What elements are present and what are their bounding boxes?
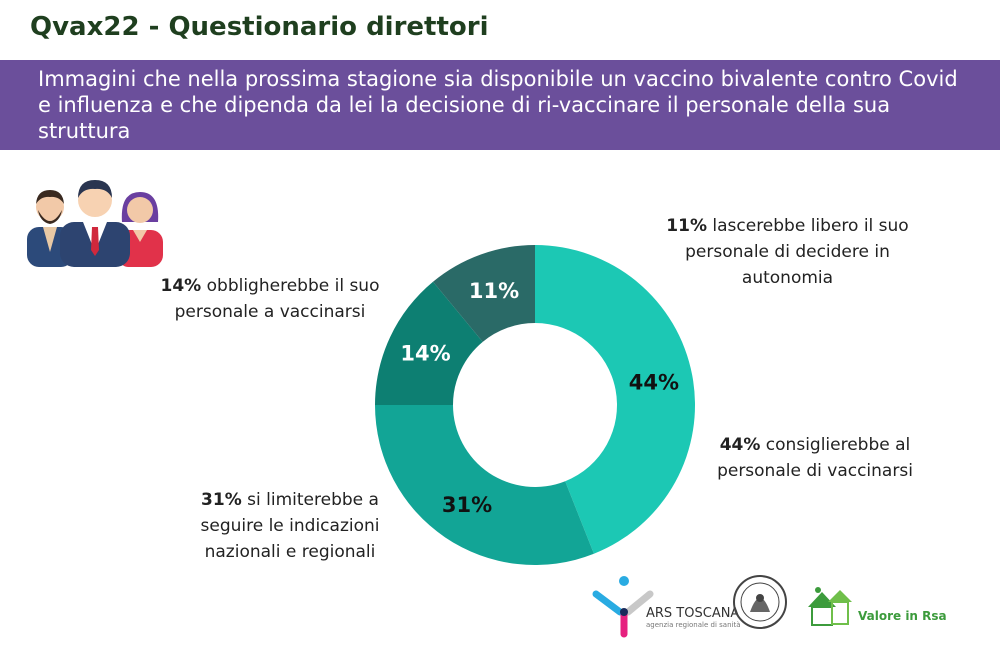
logos: ARS TOSCANA agenzia regionale di sanità …	[592, 575, 947, 638]
question-text: Immagini che nella prossima stagione sia…	[38, 67, 958, 143]
donut-data-label-0: 44%	[629, 370, 679, 394]
university-seal-icon	[733, 575, 787, 629]
label-14: 14% obbligherebbe il suo personale a vac…	[160, 276, 380, 322]
page-title: Qvax22 - Questionario direttori	[30, 12, 489, 42]
donut-data-label-3: 11%	[469, 279, 519, 303]
label-31: 31% si limiterebbe a seguire le indicazi…	[200, 490, 380, 562]
valore-text: Valore in Rsa	[858, 609, 947, 623]
donut-slice-3	[433, 245, 535, 342]
donut-chart: 44% 31% 14% 11%	[375, 245, 695, 566]
ars-subtitle: agenzia regionale di sanità	[646, 621, 740, 629]
donut-data-label-1: 31%	[442, 493, 492, 517]
ars-toscana-logo: ARS TOSCANA agenzia regionale di sanità	[592, 576, 740, 638]
valore-in-rsa-logo: Valore in Rsa	[808, 587, 947, 626]
donut-slice-0	[535, 245, 695, 554]
people-icon	[27, 180, 163, 267]
label-44: 44% consiglierebbe al personale di vacci…	[717, 435, 913, 481]
donut-data-label-2: 14%	[400, 341, 450, 365]
ars-name: ARS TOSCANA	[646, 606, 739, 621]
donut-slice-2	[375, 281, 483, 405]
label-11: 11% lascerebbe libero il suo personale d…	[666, 216, 909, 288]
donut-slice-1	[375, 405, 594, 566]
question-banner	[0, 60, 1000, 150]
